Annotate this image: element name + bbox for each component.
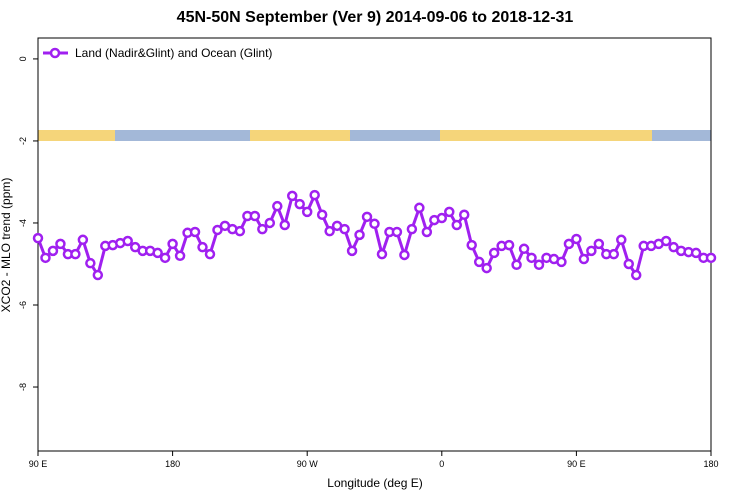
- point: [70, 248, 81, 260]
- point: [511, 259, 522, 271]
- point: [316, 209, 328, 221]
- point: [458, 209, 470, 221]
- point: [571, 233, 582, 245]
- point: [630, 269, 642, 281]
- point: [399, 249, 410, 261]
- point: [294, 198, 305, 210]
- point: [563, 238, 575, 250]
- point: [436, 212, 448, 224]
- x-tick-label: 90 W: [297, 459, 319, 469]
- point: [47, 245, 59, 257]
- point: [212, 224, 223, 236]
- point: [174, 250, 186, 262]
- point: [286, 190, 298, 202]
- point: [189, 226, 201, 238]
- point: [451, 219, 463, 231]
- point: [339, 223, 350, 235]
- point: [616, 234, 627, 246]
- point: [354, 229, 365, 241]
- point: [473, 256, 485, 268]
- legend-marker: [49, 47, 61, 59]
- point: [264, 217, 276, 229]
- point: [369, 218, 380, 230]
- point: [85, 257, 96, 269]
- point: [152, 247, 163, 259]
- plot-frame: [37, 37, 712, 452]
- x-axis-label: Longitude (deg E): [327, 476, 422, 490]
- point: [167, 238, 178, 250]
- point: [301, 206, 313, 218]
- point: [204, 248, 216, 260]
- point: [309, 189, 320, 201]
- land-ocean-strip: [38, 130, 711, 141]
- point: [279, 219, 291, 231]
- point: [376, 248, 388, 260]
- point: [586, 245, 597, 257]
- x-tick-label: 0: [439, 459, 444, 469]
- point: [391, 226, 403, 238]
- point: [556, 256, 567, 268]
- series-line: [36, 191, 711, 279]
- x-tick-label: 90 E: [29, 459, 48, 469]
- point: [593, 238, 605, 250]
- point: [92, 269, 104, 281]
- point: [421, 226, 433, 238]
- point: [346, 245, 358, 257]
- point: [257, 223, 268, 235]
- point: [690, 247, 702, 259]
- point: [503, 239, 515, 251]
- point: [249, 210, 261, 222]
- chart-title: 45N-50N September (Ver 9) 2014-09-06 to …: [177, 9, 574, 26]
- legend-label: Land (Nadir&Glint) and Ocean (Glint): [75, 46, 272, 60]
- point: [32, 232, 44, 244]
- point: [578, 253, 590, 265]
- y-tick-label: -4: [18, 219, 28, 227]
- point: [414, 202, 425, 214]
- y-axis-label: XCO2 - MLO trend (ppm): [0, 178, 13, 313]
- y-tick-label: -2: [18, 137, 28, 145]
- point: [406, 223, 418, 235]
- point: [361, 211, 373, 223]
- x-tick-label: 90 E: [567, 459, 586, 469]
- point: [40, 252, 51, 264]
- point: [234, 225, 246, 237]
- x-tick-label: 180: [165, 459, 180, 469]
- point: [272, 200, 283, 212]
- point: [481, 262, 492, 274]
- point: [77, 234, 89, 246]
- point: [444, 206, 455, 218]
- point: [533, 259, 545, 271]
- point: [159, 252, 171, 264]
- point: [466, 239, 477, 251]
- x-tick-label: 180: [703, 459, 718, 469]
- point: [324, 225, 335, 237]
- point: [705, 252, 717, 264]
- point: [488, 247, 500, 259]
- point: [608, 248, 620, 260]
- y-tick-label: -8: [18, 383, 28, 391]
- y-tick-label: -6: [18, 301, 28, 309]
- point: [122, 235, 133, 247]
- point: [660, 235, 672, 247]
- point: [526, 252, 537, 264]
- point: [623, 258, 634, 270]
- point: [55, 238, 66, 250]
- y-tick-label: 0: [18, 56, 28, 61]
- point: [197, 241, 208, 253]
- point: [518, 243, 530, 255]
